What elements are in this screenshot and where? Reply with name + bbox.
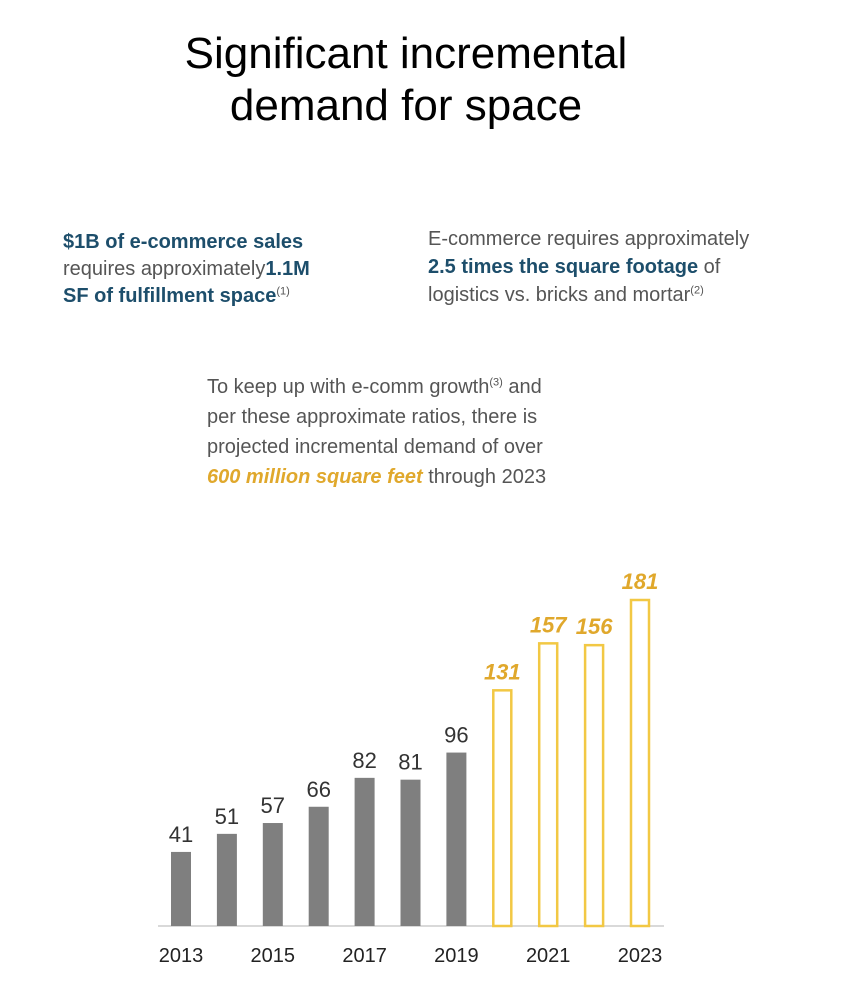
note-left-text: requires approximately	[63, 258, 266, 280]
note-center-highlight: 600 million square feet	[207, 466, 423, 488]
note-center-text-5: through 2023	[422, 466, 547, 488]
footnote-3: (3)	[489, 376, 503, 389]
note-center-text-2: and	[502, 376, 542, 398]
bar-2023	[629, 598, 651, 928]
data-label-2013: 41	[169, 822, 193, 847]
bar-2021	[537, 642, 559, 928]
x-tick-2015: 2015	[251, 945, 296, 967]
x-tick-2023: 2023	[618, 945, 663, 967]
data-label-2015: 57	[261, 793, 285, 818]
title-line-1: Significant incremental	[184, 29, 628, 78]
note-square-footage: E-commerce requires approximately 2.5 ti…	[428, 225, 838, 309]
note-right-highlight: 2.5 times the square footage	[428, 256, 699, 278]
data-label-2021: 157	[530, 612, 568, 637]
data-label-2022: 156	[576, 614, 613, 639]
data-label-2018: 81	[398, 750, 422, 775]
page-title: Significant incremental demand for space	[0, 28, 812, 132]
x-tick-2021: 2021	[526, 945, 571, 967]
bar-2016	[308, 806, 329, 926]
demand-bar-chart: 41 2013 51 57 2015 66 82 2017 81 96 2019 131 157 2021…	[158, 569, 664, 967]
bar-2018	[400, 779, 421, 926]
data-label-2023: 181	[622, 569, 659, 594]
data-label-2017: 82	[352, 748, 376, 773]
title-line-2: demand for space	[229, 81, 583, 130]
data-label-2016: 66	[306, 777, 330, 802]
note-left-highlight-1: $1B of e-commerce sales	[63, 231, 304, 253]
x-tick-2017: 2017	[342, 945, 387, 967]
x-tick-2019: 2019	[434, 945, 479, 967]
note-left-highlight-2: 1.1M	[265, 258, 310, 280]
bar-2014	[216, 833, 237, 926]
note-projected-demand: To keep up with e-comm growth(3) and per…	[207, 372, 637, 492]
footnote-2: (2)	[690, 284, 704, 297]
footnote-1: (1)	[276, 285, 290, 298]
note-right-text-2: of	[698, 256, 721, 278]
bar-2017	[354, 777, 375, 926]
note-left-highlight-3: SF of fulfillment space	[63, 285, 277, 307]
bar-2019	[446, 752, 467, 926]
note-ecommerce-sales: $1B of e-commerce sales requires approxi…	[63, 229, 393, 310]
note-center-text-1: To keep up with e-comm growth	[207, 376, 490, 398]
bar-2013	[171, 851, 191, 926]
bar-2022	[583, 643, 605, 928]
note-center-text-4: projected incremental demand of over	[207, 436, 543, 458]
x-tick-2013: 2013	[159, 945, 204, 967]
data-label-2014: 51	[215, 804, 239, 829]
note-right-text-3: logistics vs. bricks and mortar	[428, 284, 691, 306]
note-center-text-3: per these approximate ratios, there is	[207, 406, 538, 428]
note-right-text-1: E-commerce requires approximately	[428, 228, 750, 250]
bar-2020	[492, 689, 513, 928]
bar-2015	[262, 823, 283, 926]
data-label-2020: 131	[484, 659, 521, 684]
data-label-2019: 96	[444, 723, 468, 748]
